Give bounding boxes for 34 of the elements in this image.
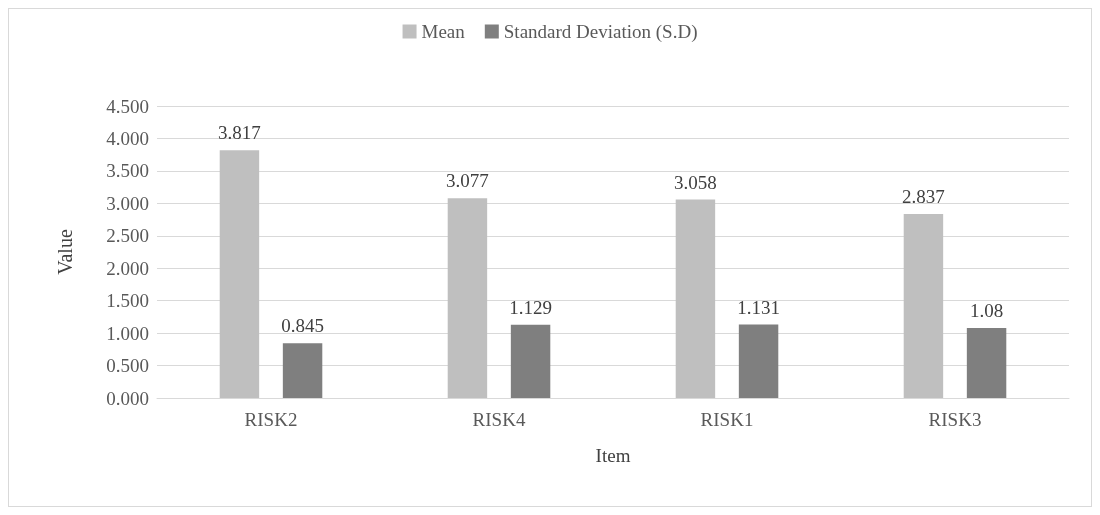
data-label: 3.058	[674, 171, 717, 193]
y-tick-label: 0.500	[106, 355, 149, 377]
bar	[903, 213, 944, 398]
bar	[675, 199, 716, 398]
data-label: 1.08	[969, 299, 1004, 321]
y-tick-label: 1.500	[106, 290, 149, 312]
y-tick-label: 0.000	[106, 387, 149, 409]
bar	[966, 327, 1007, 398]
y-tick-label: 3.500	[106, 160, 149, 182]
data-label: 1.129	[509, 296, 552, 318]
data-label: 3.817	[218, 122, 261, 144]
x-tick-label: RISK1	[700, 409, 754, 430]
bar	[510, 324, 551, 398]
bar	[282, 343, 323, 398]
data-label: 2.837	[902, 185, 945, 207]
x-tick-label: RISK4	[472, 409, 526, 430]
y-tick-label: 2.500	[106, 225, 149, 247]
y-tick-label: 3.000	[106, 192, 149, 214]
y-tick-label: 4.500	[106, 95, 149, 117]
y-tick-label: 1.000	[106, 322, 149, 344]
x-axis-title: Item	[595, 445, 631, 466]
data-label: 3.077	[446, 170, 489, 192]
y-tick-label: 4.000	[106, 127, 149, 149]
y-tick-label: 2.000	[106, 257, 149, 279]
y-axis-title: Value	[54, 229, 76, 275]
data-label: 0.845	[281, 315, 324, 337]
x-tick-label: RISK2	[244, 409, 298, 430]
bar	[447, 198, 488, 398]
x-tick-label: RISK3	[928, 409, 982, 430]
legend-label: Standard Deviation (S.D)	[503, 21, 698, 43]
data-label: 1.131	[737, 296, 780, 318]
legend-label: Mean	[421, 21, 466, 42]
bar	[738, 324, 779, 398]
bar	[219, 150, 260, 398]
